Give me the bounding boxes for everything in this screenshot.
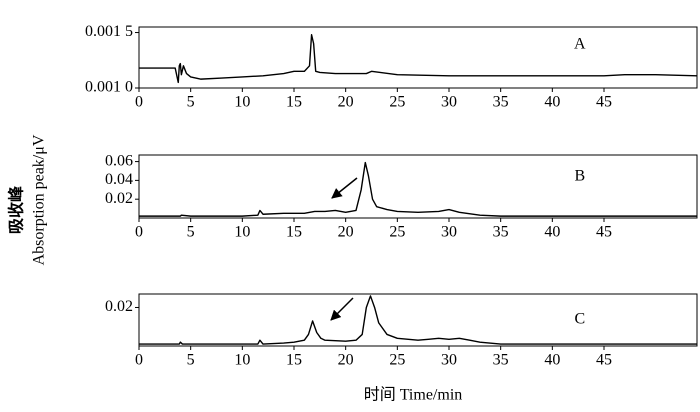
x-tick-label: 15 [286,94,302,111]
y-tick-label: 0.02 [105,190,133,207]
x-tick-label: 30 [441,352,457,369]
x-tick-label: 30 [441,224,457,241]
x-tick-label: 40 [544,352,560,369]
y-tick-label: 0.06 [105,152,133,169]
x-tick-label: 20 [338,352,354,369]
x-tick-label: 45 [596,224,612,241]
plot-frame [138,293,698,347]
x-tick-label: 45 [596,94,612,111]
arrow [331,177,358,199]
x-tick-label: 45 [596,352,612,369]
x-tick-label: 5 [187,94,195,111]
x-tick-label: 40 [544,94,560,111]
x-tick-label: 35 [493,352,509,369]
x-tick-label: 10 [234,352,250,369]
y-axis-label: Absorption peak/μV [31,134,48,265]
trace [139,295,697,345]
x-tick-label: 0 [135,224,143,241]
x-tick-label: 0 [135,352,143,369]
x-tick-label: 25 [389,94,405,111]
arrow [330,297,354,321]
x-tick-label: 0 [135,94,143,111]
x-tick-label: 20 [338,94,354,111]
x-tick-label: 5 [187,224,195,241]
x-tick-label: 40 [544,224,560,241]
plot-frame [138,154,698,219]
x-tick-label: 35 [493,94,509,111]
x-tick-label: 10 [234,94,250,111]
x-tick-label: 10 [234,224,250,241]
x-tick-label: 5 [187,352,195,369]
x-tick-label: 30 [441,94,457,111]
y-tick-label: 0.02 [105,298,133,315]
x-tick-label: 25 [389,224,405,241]
x-tick-label: 15 [286,352,302,369]
panel-label: A [574,36,586,53]
trace [139,34,698,84]
x-tick-label: 25 [389,352,405,369]
x-axis-label: 时间 Time/min [364,386,463,404]
y-tick-label: 0.001 5 [85,23,133,40]
y-tick-label: 0.04 [105,171,133,188]
x-tick-label: 20 [338,224,354,241]
y-axis-label-cn: 吸收峰 [7,185,26,234]
trace [139,161,697,217]
y-tick-label: 0.001 0 [85,79,133,96]
x-tick-label: 35 [493,224,509,241]
panel-label: C [574,311,585,328]
x-tick-label: 15 [286,224,302,241]
plot-frame [138,26,698,89]
panel-label: B [574,168,585,185]
